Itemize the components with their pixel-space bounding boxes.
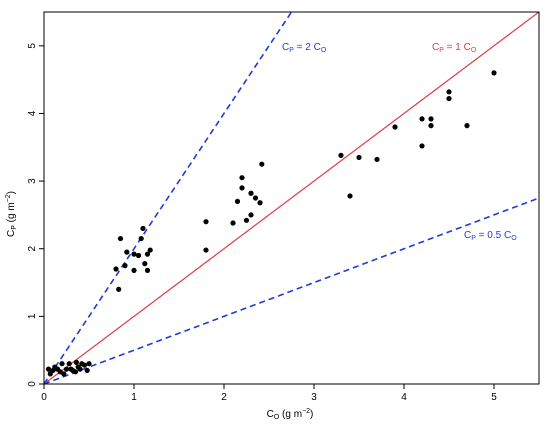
data-point (203, 247, 209, 253)
y-tick-label: 5 (27, 43, 38, 49)
data-point (374, 156, 380, 163)
reference-line-1 (44, 12, 539, 384)
data-point (113, 266, 119, 272)
ref-line-label-1x: CP = 1 CO (432, 42, 477, 54)
y-tick-label: 3 (27, 178, 38, 184)
data-point (356, 154, 362, 161)
plot-frame (43, 11, 540, 385)
y-tick-label: 2 (27, 246, 38, 252)
data-point (347, 193, 353, 199)
y-axis-label: CP (g m−2) (5, 191, 18, 237)
data-point (464, 123, 470, 129)
data-point (338, 152, 344, 158)
axis-layer: 0 1 2 3 4 5 0 1 2 3 4 5 (27, 11, 540, 403)
data-point (248, 190, 254, 196)
data-point (428, 123, 434, 129)
x-tick-label: 2 (221, 392, 227, 403)
data-point (86, 361, 92, 367)
reference-line-0 (44, 12, 293, 384)
data-point (131, 251, 137, 257)
x-axis-label: CO (g m−2) (267, 408, 314, 421)
data-point (239, 185, 245, 191)
data-point (446, 95, 452, 102)
data-point (239, 175, 245, 181)
data-point (77, 366, 83, 372)
data-point (124, 249, 130, 255)
data-point (72, 369, 79, 375)
data-point (147, 247, 153, 253)
x-tick-label: 5 (491, 392, 497, 403)
data-point (234, 198, 241, 204)
data-point (419, 116, 425, 122)
data-point (81, 362, 88, 368)
ref-line-label-0-5x: CP = 0.5 CO (464, 230, 517, 242)
plot-layer (44, 12, 539, 384)
data-point (392, 124, 398, 130)
reference-line-2 (44, 197, 539, 384)
data-point (59, 361, 65, 367)
data-point (419, 143, 425, 149)
x-tick-label: 3 (311, 392, 317, 403)
x-tick-label: 0 (41, 392, 47, 403)
data-point (248, 212, 254, 218)
data-point (140, 225, 146, 232)
data-point (446, 89, 452, 95)
data-point (73, 359, 79, 365)
data-point (45, 366, 52, 372)
data-point (61, 371, 67, 377)
y-tick-label: 1 (27, 313, 38, 319)
data-point (491, 70, 497, 76)
data-point (243, 217, 250, 223)
data-point (116, 286, 122, 292)
data-point (135, 252, 142, 259)
data-point (144, 251, 151, 257)
data-point (84, 367, 90, 374)
y-tick-label: 4 (27, 110, 38, 116)
data-point (259, 161, 265, 167)
data-point (122, 263, 128, 269)
data-point (117, 235, 124, 242)
data-point (252, 195, 259, 201)
data-point (138, 235, 144, 242)
y-tick-label: 0 (27, 381, 38, 387)
data-point (144, 267, 151, 273)
x-tick-label: 4 (401, 392, 407, 403)
data-point (66, 361, 72, 367)
data-point (428, 116, 434, 122)
x-tick-label: 1 (131, 392, 137, 403)
data-point (63, 366, 70, 372)
data-point (142, 261, 148, 267)
ref-line-label-2x: CP = 2 CO (282, 42, 327, 54)
data-point (257, 200, 263, 206)
data-point (203, 219, 209, 225)
data-point (131, 267, 137, 273)
data-point (230, 220, 236, 226)
